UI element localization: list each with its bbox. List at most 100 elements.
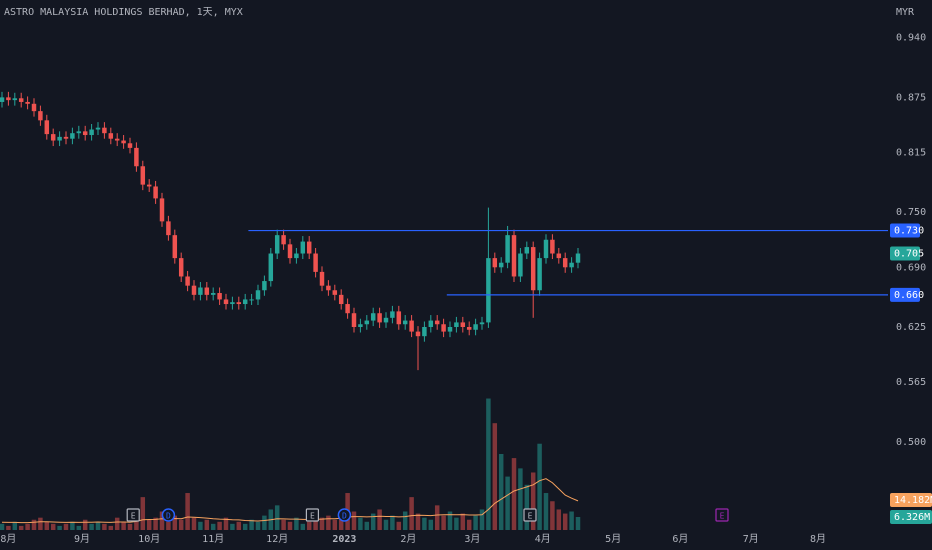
x-tick-label: 5月 [605,533,621,545]
volume-bar [127,523,133,530]
volume-bar [236,521,242,530]
volume-bar [166,521,171,530]
volume-bar [172,515,178,530]
candle-body [390,311,395,318]
volume-bar [76,525,82,530]
volume-bar [460,513,466,530]
volume-bar [569,511,574,530]
candle-body [498,262,504,268]
volume-bar [242,523,248,530]
candle-body [159,198,165,222]
candle-body [57,136,62,141]
candle-body [108,133,114,139]
volume-bar [230,523,235,530]
volume-bar [454,517,459,530]
candle-body [550,239,555,254]
volume-bar [518,468,523,530]
volume-bar [274,505,280,530]
volume-bar [364,521,370,530]
candle-body [198,287,203,295]
event-label: D [166,512,171,521]
volume-bar [537,443,542,530]
candle-body [434,320,440,325]
volume-bar [146,519,152,530]
candle-body [422,327,427,337]
volume-bar [262,515,267,530]
volume-bar [370,513,376,530]
candle-body [511,235,517,277]
axis-label-bg [890,510,932,525]
candle-body [409,320,414,332]
candle-body [306,241,312,254]
candle-body [50,134,56,141]
candle-body [223,299,229,305]
candle-body [377,313,382,323]
volume-bar [550,501,555,530]
x-tick-label: 3月 [464,533,480,545]
candle-body [556,253,562,259]
candle-body [281,235,286,245]
volume-bar [38,517,43,530]
candle-body [82,131,88,136]
candle-body [249,299,254,301]
volume-bar [0,523,5,530]
x-tick-label: 11月 [202,533,224,545]
volume-bar [185,493,190,530]
candle-body [70,133,75,139]
x-tick-label: 9月 [74,533,90,545]
volume-bar [18,525,24,530]
y-tick-label: 0.625 [896,322,926,333]
volume-bar [82,519,88,530]
volume-bar [300,523,306,530]
candle-body [25,101,30,104]
candle-body [38,111,43,121]
volume-bar [255,521,261,530]
candle-body [6,97,11,101]
volume-bar [12,521,18,530]
candle-body [121,140,126,144]
candle-body [402,320,408,325]
volume-bar [358,517,363,530]
volume-bar [530,472,536,530]
candle-body [370,313,376,321]
x-tick-label: 8月 [810,533,826,545]
candle-body [217,293,222,300]
volume-bar [441,515,446,530]
candle-body [383,317,389,323]
volume-bar [50,523,56,530]
event-label: E [528,512,533,521]
event-label: E [131,512,136,521]
volume-bar [44,521,50,530]
volume-bar [249,519,254,530]
x-tick-label: 4月 [535,533,551,545]
candle-body [319,271,325,286]
candle-body [396,311,402,325]
candle-body [210,293,216,295]
volume-bar [63,523,69,530]
y-tick-label: 0.500 [896,437,926,448]
volume-bar [415,513,421,530]
volume-ma-line [1,478,579,524]
volume-bar [159,511,165,530]
y-tick-label: 0.875 [896,92,926,103]
volume-bar [492,423,498,530]
candle-body [441,324,446,332]
candle-body [466,327,472,330]
volume-bar [57,525,62,530]
candle-body [44,120,50,135]
candle-body [166,221,171,236]
y-tick-label: 0.815 [896,147,926,158]
volume-bar [543,493,549,530]
candle-body [313,253,318,272]
volume-bar [102,523,107,530]
volume-bar [6,525,11,530]
axis-label-bg [890,493,932,507]
candle-body [505,235,510,263]
volume-bar [287,521,293,530]
volume-bar [25,523,30,530]
volume-bar [409,497,414,530]
x-tick-label: 2月 [400,533,416,545]
candle-body [95,127,101,130]
y-tick-label: 0.940 [896,33,926,44]
volume-bar [313,519,318,530]
